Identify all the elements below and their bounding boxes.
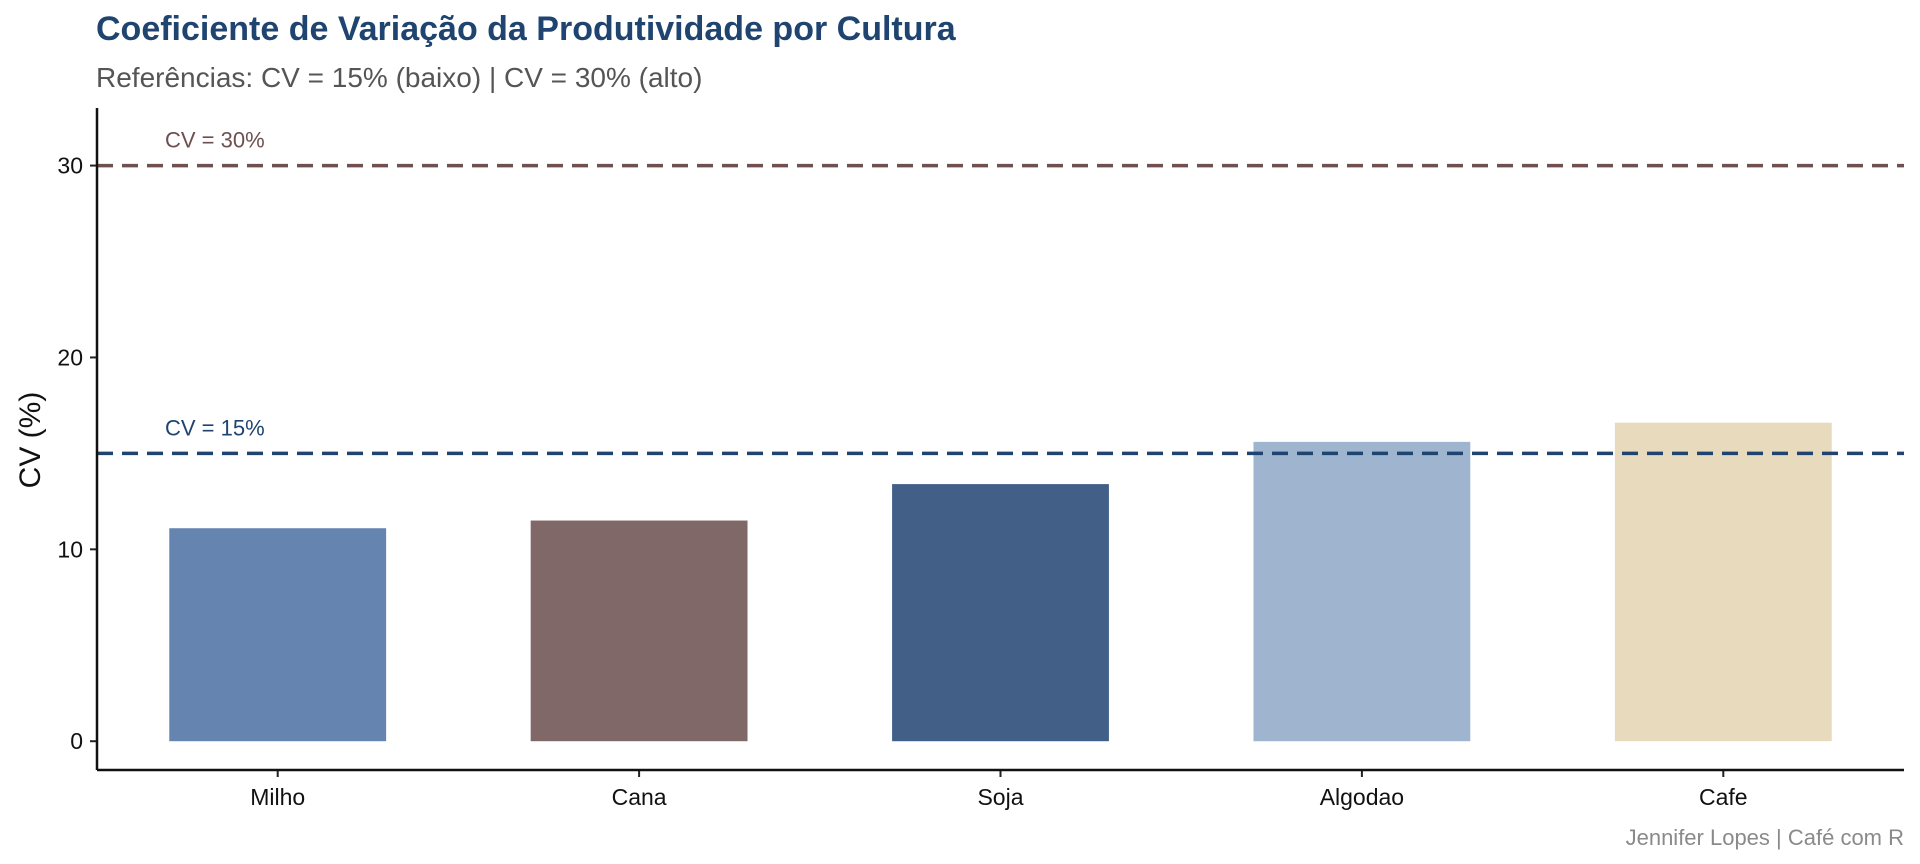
bar-soja bbox=[892, 484, 1109, 742]
chart-subtitle: Referências: CV = 15% (baixo) | CV = 30%… bbox=[96, 62, 702, 93]
chart-title: Coeficiente de Variação da Produtividade… bbox=[96, 10, 957, 48]
x-tick-label: Cafe bbox=[1699, 784, 1748, 810]
chart-caption: Jennifer Lopes | Café com R bbox=[1626, 825, 1904, 850]
bar-cana bbox=[530, 520, 748, 742]
x-tick-label: Milho bbox=[250, 784, 305, 810]
bar-algodao bbox=[1253, 441, 1471, 742]
y-tick-label: 0 bbox=[70, 728, 83, 754]
reference-label-15: CV = 15% bbox=[165, 415, 265, 440]
y-tick-label: 20 bbox=[57, 344, 83, 370]
x-tick-label: Cana bbox=[612, 784, 667, 810]
bar-cafe bbox=[1614, 422, 1832, 742]
y-axis-title: CV (%) bbox=[14, 392, 47, 489]
x-tick-label: Soja bbox=[977, 784, 1023, 810]
x-tick-label: Algodao bbox=[1320, 784, 1404, 810]
plot-area: Milho Cana Soja Algodao Cafe CV = 30% CV = 15%… bbox=[57, 108, 1904, 810]
reference-label-30: CV = 30% bbox=[165, 128, 265, 153]
y-tick-label: 10 bbox=[57, 536, 83, 562]
y-tick-label: 30 bbox=[57, 153, 83, 179]
bar-milho bbox=[169, 528, 387, 742]
